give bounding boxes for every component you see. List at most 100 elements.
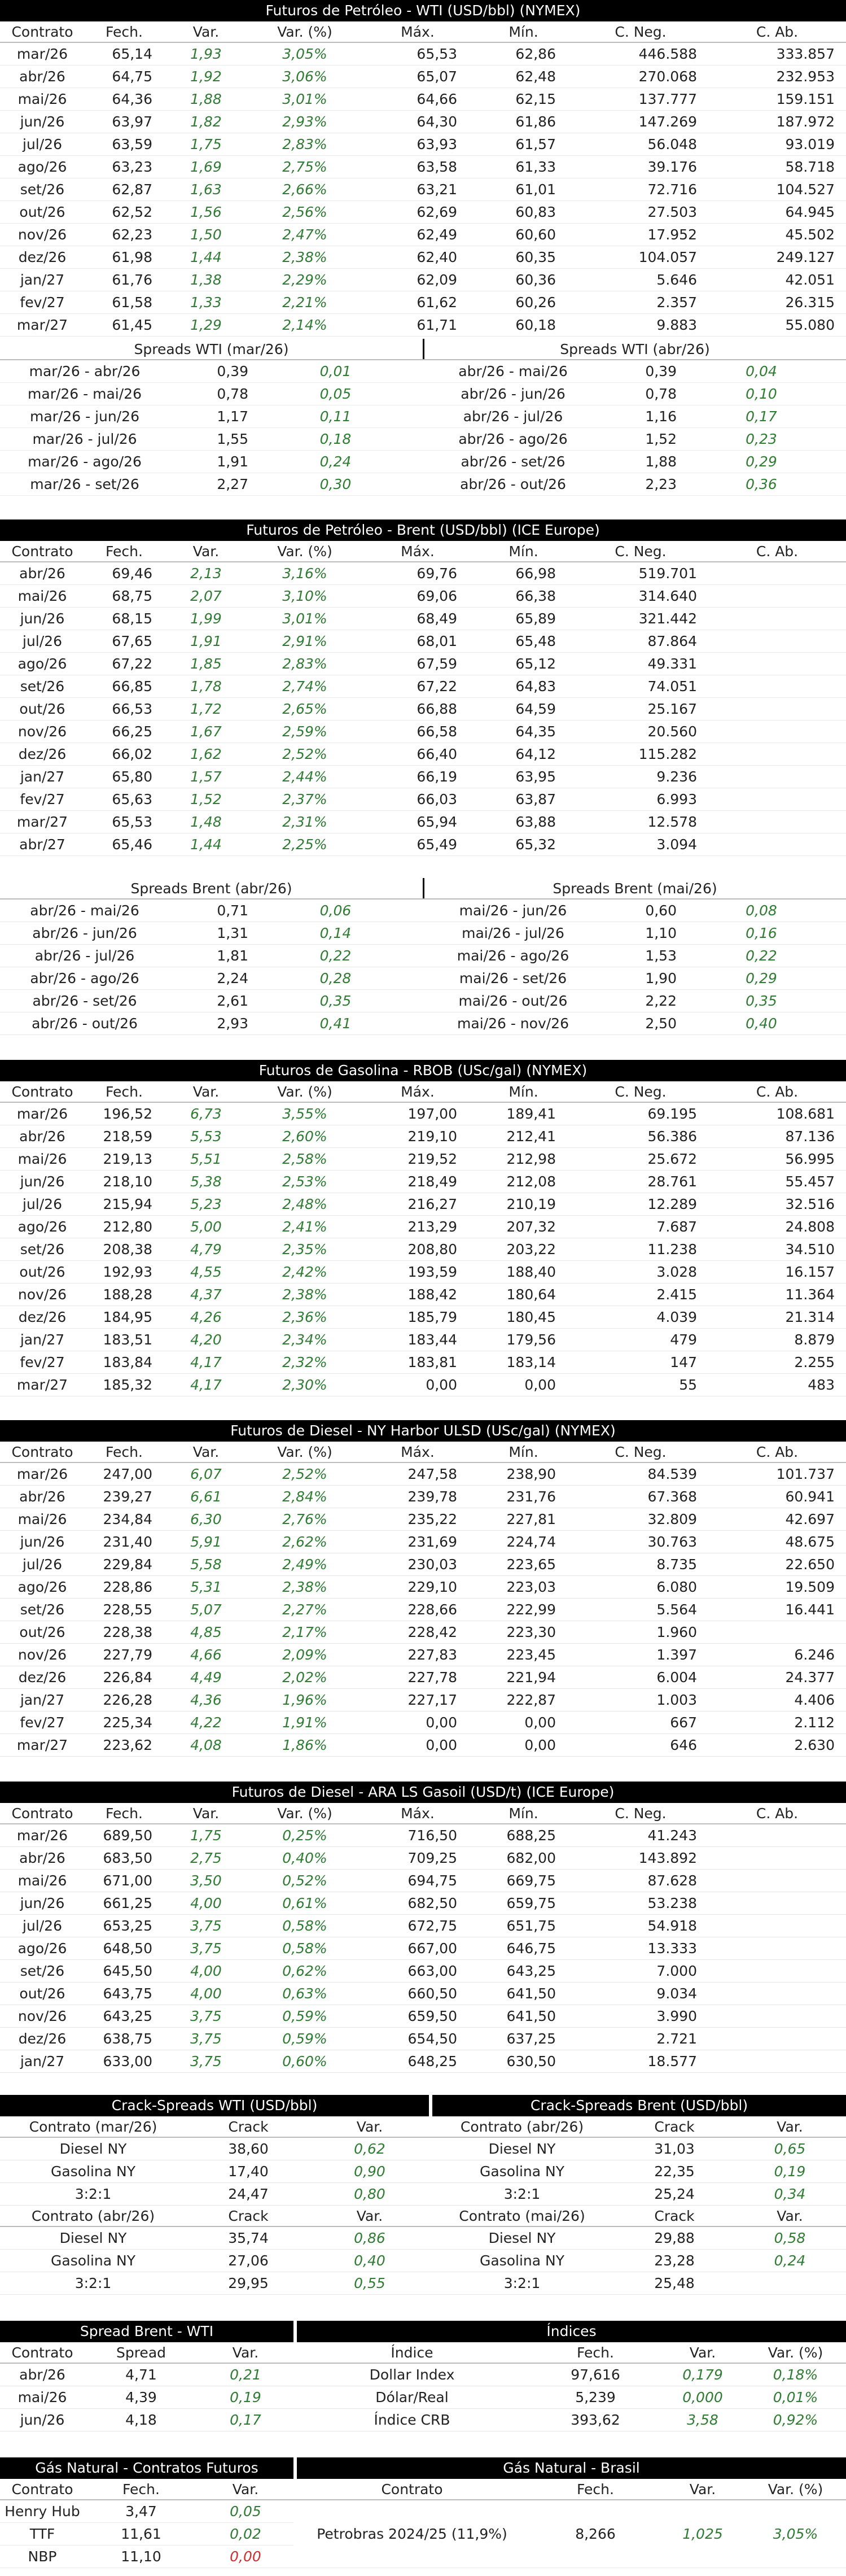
gasoil-cell: 646,75 bbox=[506, 1940, 556, 1957]
brent-cell: 12.578 bbox=[647, 814, 697, 830]
diesel_ny-cell: 4,08 bbox=[190, 1737, 222, 1753]
wti-cell: 62,09 bbox=[417, 272, 457, 288]
diesel_ny-cell: 2.630 bbox=[794, 1737, 835, 1753]
idx-head: Contrato Spread Var. Índice Fech. Var. Var. (%… bbox=[0, 2342, 846, 2364]
diesel_ny-cell: 223,45 bbox=[506, 1647, 556, 1663]
wti-cell: fev/27 bbox=[20, 294, 65, 311]
gasoil-cell: 0,52% bbox=[282, 1872, 327, 1889]
rbob-cell: jun/26 bbox=[20, 1173, 65, 1190]
diesel_ny-cell: 4,22 bbox=[190, 1714, 222, 1731]
gasoil-cell: 694,75 bbox=[407, 1872, 457, 1889]
wti-cell: 2,93% bbox=[282, 113, 327, 130]
diesel_ny-col-header: Var. bbox=[192, 1443, 220, 1460]
gasoil-cell: 630,50 bbox=[506, 2053, 556, 2069]
brent-cell: jul/26 bbox=[23, 633, 62, 649]
brent-cell: 65,89 bbox=[515, 610, 556, 627]
wti-cell: 2,75% bbox=[282, 159, 327, 175]
gasoil-cell: 672,75 bbox=[407, 1918, 457, 1934]
brent-row: abr/27 65,46 1,44 2,25% 65,49 65,32 3.094 bbox=[0, 833, 846, 856]
diesel_ny-cell: 230,03 bbox=[407, 1556, 457, 1573]
wti_spreads-var: 0,05 bbox=[319, 386, 352, 402]
brent_spreads-var: 0,41 bbox=[319, 1015, 352, 1032]
rbob-cell: 5,38 bbox=[190, 1173, 222, 1190]
gasoil-cell: 645,50 bbox=[103, 1963, 152, 1979]
wti_spreads-var: 0,23 bbox=[746, 431, 777, 447]
brent-cell: 2,31% bbox=[282, 814, 327, 830]
diesel_ny-cell: 1.003 bbox=[656, 1692, 697, 1708]
spread-bw-value: 4,39 bbox=[125, 2389, 157, 2405]
brent-cell: abr/26 bbox=[19, 565, 65, 582]
rbob-col-header: Var. bbox=[192, 1083, 220, 1100]
diesel_ny-cell: 2,52% bbox=[282, 1466, 327, 1482]
brent-cell: mar/27 bbox=[16, 814, 68, 830]
diesel_ny-cell: 2.112 bbox=[794, 1714, 835, 1731]
gasoil-cell: set/26 bbox=[20, 1963, 65, 1979]
wti-col-header: Mín. bbox=[509, 23, 538, 40]
gas-futures-label: Henry Hub bbox=[5, 2503, 80, 2520]
brent_spreads-label: mai/26 - jun/26 bbox=[459, 902, 567, 919]
wti_spreads-var: 0,18 bbox=[319, 431, 352, 447]
diesel_ny-row: dez/26 226,84 4,49 2,02% 227,78 221,94 6.004 24… bbox=[0, 1666, 846, 1689]
brent_spreads-var: 0,28 bbox=[319, 970, 352, 986]
gasoil-cell: 0,63% bbox=[282, 1985, 327, 2002]
diesel_ny-cell: set/26 bbox=[20, 1601, 65, 1618]
wti_spreads-label: mar/26 - abr/26 bbox=[29, 363, 141, 379]
wti-row: mai/26 64,36 1,88 3,01% 64,66 62,15 137.777 159… bbox=[0, 88, 846, 111]
brent-cell: 1,57 bbox=[190, 769, 222, 785]
wti-row: jan/27 61,76 1,38 2,29% 62,09 60,36 5.646 42.05… bbox=[0, 269, 846, 291]
indices-head: Fech. bbox=[577, 2344, 614, 2361]
wti-cell: 64.945 bbox=[785, 204, 835, 220]
diesel_ny-cell: 4,66 bbox=[190, 1647, 222, 1663]
rbob-cell: 212,41 bbox=[506, 1128, 556, 1145]
brent-cell: 65,48 bbox=[515, 633, 556, 649]
diesel_ny-cell: 646 bbox=[670, 1737, 697, 1753]
wti-cell: 147.269 bbox=[638, 113, 697, 130]
diesel_ny-cell: 24.377 bbox=[785, 1669, 835, 1686]
rbob-cell: 11.364 bbox=[785, 1286, 835, 1303]
diesel_ny-row: jul/26 229,84 5,58 2,49% 230,03 223,65 8.735 22… bbox=[0, 1553, 846, 1576]
brent-cell: 63,88 bbox=[515, 814, 556, 830]
wti_spreads-var: 0,29 bbox=[746, 453, 777, 470]
diesel_ny-col-header: Fech. bbox=[106, 1443, 143, 1460]
rbob-col-header: Mín. bbox=[509, 1083, 538, 1100]
brent-cell: 66,19 bbox=[417, 769, 457, 785]
diesel_ny-cell: 238,90 bbox=[506, 1466, 556, 1482]
rbob-cell: 218,10 bbox=[103, 1173, 152, 1190]
gasoil-cell: 0,59% bbox=[282, 2031, 327, 2047]
rbob-cell: 4,26 bbox=[190, 1309, 222, 1325]
brent_spreads-value: 2,61 bbox=[217, 993, 248, 1009]
brent-cell: 314.640 bbox=[638, 588, 697, 604]
brent_spreads-var: 0,22 bbox=[746, 948, 777, 964]
crack-value: 25,48 bbox=[654, 2275, 695, 2291]
brent-cell: 2,37% bbox=[282, 791, 327, 807]
wti_spreads-titles: Spreads WTI (mar/26) Spreads WTI (abr/26) bbox=[0, 339, 846, 360]
brent-cell: 2,25% bbox=[282, 836, 327, 853]
wti-cell: 63,58 bbox=[417, 159, 457, 175]
rbob-cell: 34.510 bbox=[785, 1241, 835, 1258]
brent-column-headers: Contrato Fech. Var. Var. (%) Máx. Mín. C. Neg.… bbox=[0, 541, 846, 562]
gasoil-cell: 9.034 bbox=[656, 1985, 697, 2002]
brent_spreads-value: 1,31 bbox=[217, 925, 248, 941]
wti_spreads-value: 1,55 bbox=[217, 431, 248, 447]
brent_spreads-var: 0,22 bbox=[319, 948, 352, 964]
rbob-cell: 196,52 bbox=[103, 1106, 152, 1122]
brent-cell: abr/27 bbox=[19, 836, 65, 853]
gasoil-row: ago/26 648,50 3,75 0,58% 667,00 646,75 13.333 bbox=[0, 1937, 846, 1960]
crack-label: Diesel NY bbox=[488, 2141, 556, 2157]
crack-value: 35,74 bbox=[228, 2230, 269, 2246]
diesel_ny-cell: 223,03 bbox=[506, 1579, 556, 1595]
rbob-cell: 2.415 bbox=[656, 1286, 697, 1303]
wti_spreads-label: mar/26 - jul/26 bbox=[32, 431, 137, 447]
gasoil-row: mai/26 671,00 3,50 0,52% 694,75 669,75 87.628 bbox=[0, 1870, 846, 1892]
wti-cell: 2,38% bbox=[282, 249, 327, 265]
crack-head: Crack bbox=[654, 2207, 695, 2224]
rbob-cell: 87.136 bbox=[785, 1128, 835, 1145]
diesel_ny-cell: 16.441 bbox=[785, 1601, 835, 1618]
gasoil-cell: mai/26 bbox=[17, 1872, 67, 1889]
rbob-cell: 218,59 bbox=[103, 1128, 152, 1145]
rbob-cell: 6,73 bbox=[190, 1106, 222, 1122]
diesel_ny-cell: 234,84 bbox=[103, 1511, 152, 1527]
wti-cell: 9.883 bbox=[656, 317, 697, 333]
crack-label: Gasolina NY bbox=[480, 2252, 564, 2269]
brent_spreads-row: abr/26 - ago/26 2,24 0,28 mai/26 - set/26 1,… bbox=[0, 967, 846, 990]
